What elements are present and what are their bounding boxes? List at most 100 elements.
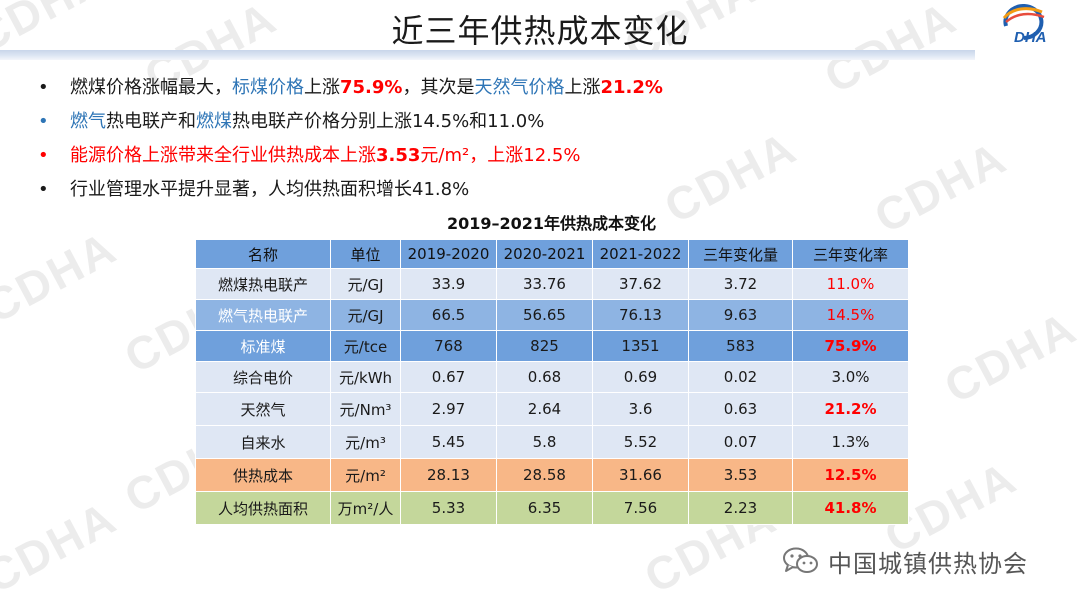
logo-text: DHA	[1014, 29, 1047, 46]
cell-rate: 12.5%	[792, 458, 909, 492]
footer-brand-text: 中国城镇供热协会	[828, 549, 1028, 578]
bullet-text: 21.2%	[600, 77, 663, 98]
cell-name: 综合电价	[195, 361, 331, 393]
table-header-row: 名称 单位 2019-2020 2020-2021 2021-2022 三年变化…	[195, 239, 909, 269]
cell-y3: 37.62	[592, 268, 689, 300]
bullet-text: 3.53	[376, 145, 421, 166]
page-title: 近三年供热成本变化	[391, 12, 689, 50]
bullet-text: 燃气	[70, 111, 106, 132]
table-row: 自来水 元/m³ 5.45 5.8 5.52 0.07 1.3%	[195, 425, 909, 459]
bullet-text: 上涨	[304, 77, 340, 98]
table-row: 供热成本 元/m² 28.13 28.58 31.66 3.53 12.5%	[195, 458, 909, 492]
cell-y3: 7.56	[592, 491, 689, 525]
header-name: 名称	[195, 239, 331, 269]
footer-brand: 中国城镇供热协会	[782, 544, 1028, 578]
cell-change: 9.63	[688, 299, 793, 331]
header-2021-2022: 2021-2022	[592, 239, 689, 269]
cost-table: 名称 单位 2019-2020 2020-2021 2021-2022 三年变化…	[195, 239, 909, 525]
cell-y3: 76.13	[592, 299, 689, 331]
cell-y1: 66.5	[400, 299, 497, 331]
cell-unit: 元/GJ	[330, 299, 401, 331]
cell-y3: 3.6	[592, 392, 689, 426]
bullet-item: • 燃气热电联产和燃煤热电联产价格分别上涨14.5%和11.0%	[38, 108, 798, 142]
cell-y2: 5.8	[496, 425, 593, 459]
cell-rate: 14.5%	[792, 299, 909, 331]
bullet-item: • 能源价格上涨带来全行业供热成本上涨3.53元/m²，上涨12.5%	[38, 142, 798, 176]
cell-unit: 元/tce	[330, 330, 401, 362]
cell-name: 自来水	[195, 425, 331, 459]
header-change: 三年变化量	[688, 239, 793, 269]
cell-y1: 33.9	[400, 268, 497, 300]
cell-y1: 5.45	[400, 425, 497, 459]
bullet-text: 上涨	[564, 77, 601, 98]
cell-y1: 28.13	[400, 458, 497, 492]
cell-y2: 0.68	[496, 361, 593, 393]
bullet-item: • 行业管理水平提升显著，人均供热面积增长41.8%	[38, 176, 798, 210]
cell-y2: 56.65	[496, 299, 593, 331]
bullet-text: 燃煤价格涨幅最大，	[70, 77, 232, 98]
cell-rate: 3.0%	[792, 361, 909, 393]
bullet-text: 标煤价格	[232, 77, 304, 98]
cell-unit: 元/GJ	[330, 268, 401, 300]
cell-y1: 768	[400, 330, 497, 362]
cell-name: 标准煤	[195, 330, 331, 362]
table-caption: 2019–2021年供热成本变化	[446, 214, 657, 233]
bullet-dot: •	[38, 145, 49, 166]
bullet-list: • 燃煤价格涨幅最大，标煤价格上涨75.9%，其次是天然气价格上涨21.2% • 燃气…	[38, 74, 798, 210]
cell-unit: 元/kWh	[330, 361, 401, 393]
bullet-text: 元/m²，上涨12.5%	[420, 145, 581, 166]
table-row: 燃煤热电联产 元/GJ 33.9 33.76 37.62 3.72 11.0%	[195, 268, 909, 300]
cdha-logo: DHA	[1002, 4, 1047, 46]
header-rate: 三年变化率	[792, 239, 909, 269]
cell-y1: 2.97	[400, 392, 497, 426]
cell-name: 燃气热电联产	[195, 299, 331, 331]
bullet-text: 行业管理水平提升显著，人均供热面积增长41.8%	[70, 179, 470, 200]
header-2019-2020: 2019-2020	[400, 239, 497, 269]
bullet-item: • 燃煤价格涨幅最大，标煤价格上涨75.9%，其次是天然气价格上涨21.2%	[38, 74, 798, 108]
bullet-text: 能源价格上涨带来全行业供热成本上涨	[70, 145, 376, 166]
watermark: CDHA	[0, 220, 125, 334]
cell-change: 3.72	[688, 268, 793, 300]
header-unit: 单位	[330, 239, 401, 269]
cell-y2: 2.64	[496, 392, 593, 426]
cell-y2: 33.76	[496, 268, 593, 300]
cell-name: 人均供热面积	[195, 491, 331, 525]
cell-rate: 75.9%	[792, 330, 909, 362]
cell-y2: 6.35	[496, 491, 593, 525]
bullet-text: 天然气价格	[474, 77, 565, 98]
bullet-dot: •	[38, 111, 49, 132]
cell-y3: 5.52	[592, 425, 689, 459]
table-row: 人均供热面积 万m²/人 5.33 6.35 7.56 2.23 41.8%	[195, 491, 909, 525]
bullet-text: 热电联产和	[106, 111, 196, 132]
cell-change: 583	[688, 330, 793, 362]
cell-y2: 825	[496, 330, 593, 362]
cell-y3: 31.66	[592, 458, 689, 492]
bullet-text: 燃煤	[196, 111, 232, 132]
cell-unit: 元/Nm³	[330, 392, 401, 426]
cell-change: 2.23	[688, 491, 793, 525]
bullet-text: ，其次是	[402, 77, 475, 98]
bullet-text: 75.9%	[340, 77, 403, 98]
title-underline	[0, 50, 975, 60]
table-row: 天然气 元/Nm³ 2.97 2.64 3.6 0.63 21.2%	[195, 392, 909, 426]
cell-y1: 5.33	[400, 491, 497, 525]
cell-change: 3.53	[688, 458, 793, 492]
wechat-icon	[783, 547, 818, 573]
table-row: 标准煤 元/tce 768 825 1351 583 75.9%	[195, 330, 909, 362]
cell-change: 0.63	[688, 392, 793, 426]
cell-y3: 0.69	[592, 361, 689, 393]
bullet-text: 热电联产价格分别上涨14.5%和11.0%	[232, 111, 545, 132]
cell-y3: 1351	[592, 330, 689, 362]
cell-change: 0.02	[688, 361, 793, 393]
table-row: 燃气热电联产 元/GJ 66.5 56.65 76.13 9.63 14.5%	[195, 299, 909, 331]
cell-rate: 11.0%	[792, 268, 909, 300]
cell-name: 供热成本	[195, 458, 331, 492]
cell-rate: 21.2%	[792, 392, 909, 426]
cell-unit: 万m²/人	[330, 491, 401, 525]
cell-change: 0.07	[688, 425, 793, 459]
cell-y2: 28.58	[496, 458, 593, 492]
watermark: CDHA	[936, 300, 1080, 414]
cell-unit: 元/m²	[330, 458, 401, 492]
cell-unit: 元/m³	[330, 425, 401, 459]
cell-rate: 1.3%	[792, 425, 909, 459]
